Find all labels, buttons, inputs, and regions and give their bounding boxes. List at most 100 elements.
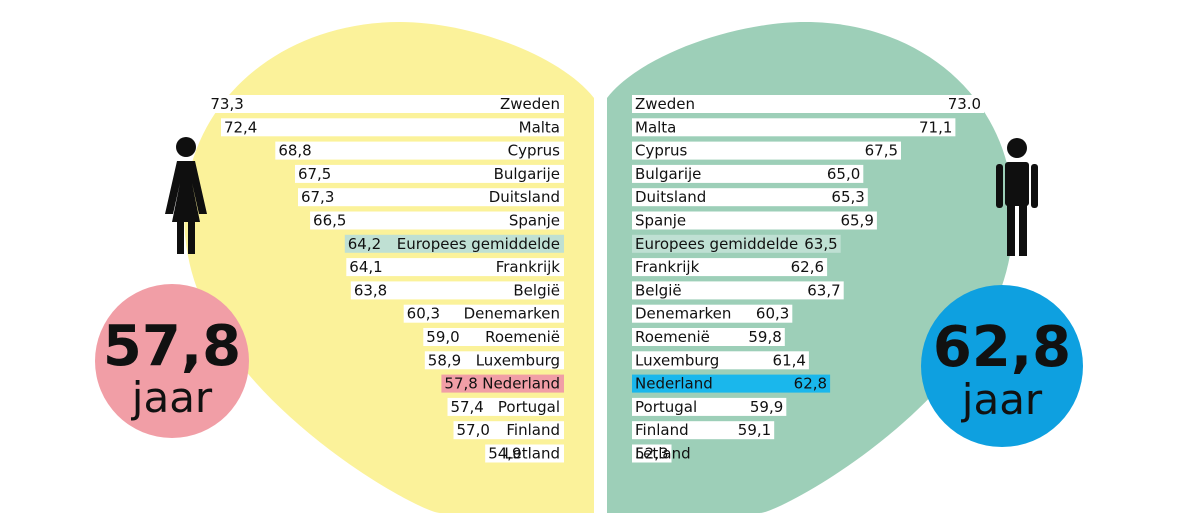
- right-bar-category-label: Letland: [635, 445, 691, 463]
- woman-icon: [165, 137, 207, 254]
- right-bar-frankrijk: [632, 258, 828, 277]
- right-bar-duitsland: [632, 188, 868, 207]
- left-bar-value-label: 60,3: [407, 305, 440, 323]
- right-bar-value-label: 60,3: [756, 305, 789, 323]
- left-bar-value-label: 57,0: [457, 421, 490, 439]
- right-bar-luxemburg: [632, 351, 809, 370]
- right-bar-value-label: 61,4: [773, 351, 806, 369]
- left-bar-category-label: Cyprus: [508, 142, 561, 160]
- left-bar-letland: [485, 444, 564, 463]
- right-bar-nederland: [632, 374, 831, 393]
- left-bar-spanje: [310, 211, 564, 230]
- left-bar-malta: [221, 118, 564, 137]
- right-bar-value-label: 65,3: [831, 188, 864, 206]
- right-bar-value-label: 62,6: [791, 258, 824, 276]
- men-summary-value: 62,8: [933, 315, 1071, 380]
- right-bar-portugal: [632, 397, 787, 416]
- left-bar-category-label: Portugal: [498, 398, 560, 416]
- right-bar-europees-gemiddelde: [632, 234, 841, 253]
- right-bar-finland: [632, 421, 775, 440]
- left-bar-category-label: Roemenië: [485, 328, 560, 346]
- right-bar-category-label: België: [635, 281, 682, 299]
- right-bar-value-label: 63,7: [807, 281, 840, 299]
- left-bar-value-label: 68,8: [278, 142, 311, 160]
- left-bar-category-label: Europees gemiddelde: [397, 235, 560, 253]
- right-bar-bulgarije: [632, 164, 864, 183]
- right-bar-category-label: Europees gemiddelde: [635, 235, 798, 253]
- women-summary-circle: [95, 284, 249, 438]
- right-bar-malta: [632, 118, 956, 137]
- left-bar-nederland: [441, 374, 564, 393]
- left-bar-belgie: [350, 281, 564, 300]
- right-bar-spanje: [632, 211, 877, 230]
- right-bar-denemarken: [632, 304, 793, 323]
- right-bar-value-label: 65,9: [840, 212, 873, 230]
- left-bar-value-label: 58,9: [428, 351, 461, 369]
- right-bar-category-label: Portugal: [635, 398, 697, 416]
- men-summary-circle: [921, 285, 1083, 447]
- right-bar-value-label: 59,1: [738, 421, 771, 439]
- men-summary-unit: jaar: [961, 375, 1043, 424]
- right-bar-value-label: 63,5: [804, 235, 837, 253]
- left-bar-finland: [453, 421, 564, 440]
- right-bar-value-label: 59,9: [750, 398, 783, 416]
- right-bar-category-label: Bulgarije: [635, 165, 701, 183]
- left-bar-category-label: Luxemburg: [476, 351, 560, 369]
- left-bar-value-label: 54,9: [488, 445, 521, 463]
- right-bar-value-label: 71,1: [919, 118, 952, 136]
- left-bar-value-label: 57,4: [450, 398, 483, 416]
- right-bar-category-label: Duitsland: [635, 188, 706, 206]
- right-bar-category-label: Frankrijk: [635, 258, 700, 276]
- right-bar-category-label: Finland: [635, 421, 689, 439]
- man-icon: [996, 138, 1038, 256]
- left-bar-category-label: Finland: [506, 421, 560, 439]
- left-bar-portugal: [447, 397, 564, 416]
- left-bar-value-label: 59,0: [426, 328, 459, 346]
- left-bar-category-label: Denemarken: [464, 305, 560, 323]
- left-bar-value-label: 67,5: [298, 165, 331, 183]
- left-bar-zweden: [207, 95, 564, 113]
- right-bar-value-label: 52,3: [635, 445, 668, 463]
- women-summary-value: 57,8: [103, 314, 241, 379]
- left-bar-value-label: 57,8: [444, 375, 477, 393]
- women-summary-unit: jaar: [131, 373, 213, 422]
- right-bar-category-label: Zweden: [635, 95, 695, 113]
- right-bar-cyprus: [632, 141, 901, 160]
- right-bar-letland: [632, 444, 672, 463]
- left-bar-category-label: Duitsland: [489, 188, 560, 206]
- left-bar-roemenie: [423, 328, 564, 346]
- left-bar-category-label: Nederland: [482, 375, 560, 393]
- left-bar-category-label: Bulgarije: [494, 165, 560, 183]
- right-bar-roemenie: [632, 328, 785, 346]
- right-bar-value-label: 59,8: [748, 328, 781, 346]
- left-bar-frankrijk: [346, 258, 564, 277]
- right-bar-category-label: Cyprus: [635, 142, 688, 160]
- right-bar-category-label: Malta: [635, 118, 676, 136]
- right-bar-value-label: 67,5: [865, 142, 898, 160]
- left-bar-category-label: Letland: [504, 445, 560, 463]
- left-bar-category-label: Frankrijk: [496, 258, 561, 276]
- right-bar-value-label: 65,0: [827, 165, 860, 183]
- right-bar-category-label: Luxemburg: [635, 351, 719, 369]
- left-bar-duitsland: [298, 188, 564, 207]
- left-bar-cyprus: [275, 141, 564, 160]
- left-bar-value-label: 66,5: [313, 212, 346, 230]
- left-bar-value-label: 73,3: [210, 95, 243, 113]
- left-bar-value-label: 64,1: [349, 258, 382, 276]
- right-bar-category-label: Roemenië: [635, 328, 710, 346]
- left-bar-bulgarije: [295, 164, 564, 183]
- left-bar-category-label: Zweden: [500, 95, 560, 113]
- left-bar-value-label: 67,3: [301, 188, 334, 206]
- left-bar-value-label: 63,8: [354, 281, 387, 299]
- left-bar-europees-gemiddelde: [344, 234, 564, 253]
- right-bar-zweden: [632, 95, 985, 113]
- left-bar-value-label: 72,4: [224, 118, 257, 136]
- right-bar-belgie: [632, 281, 844, 300]
- left-bar-denemarken: [403, 304, 564, 323]
- left-bar-category-label: Malta: [519, 118, 560, 136]
- right-bar-value-label: 73.0: [948, 95, 981, 113]
- right-bar-category-label: Spanje: [635, 212, 686, 230]
- women-bar-chart: Zweden 73,3 Malta 72,4 Cyprus 68,8 Bulgarije 67…: [207, 95, 564, 463]
- left-bar-luxemburg: [424, 351, 564, 370]
- right-bar-category-label: Denemarken: [635, 305, 731, 323]
